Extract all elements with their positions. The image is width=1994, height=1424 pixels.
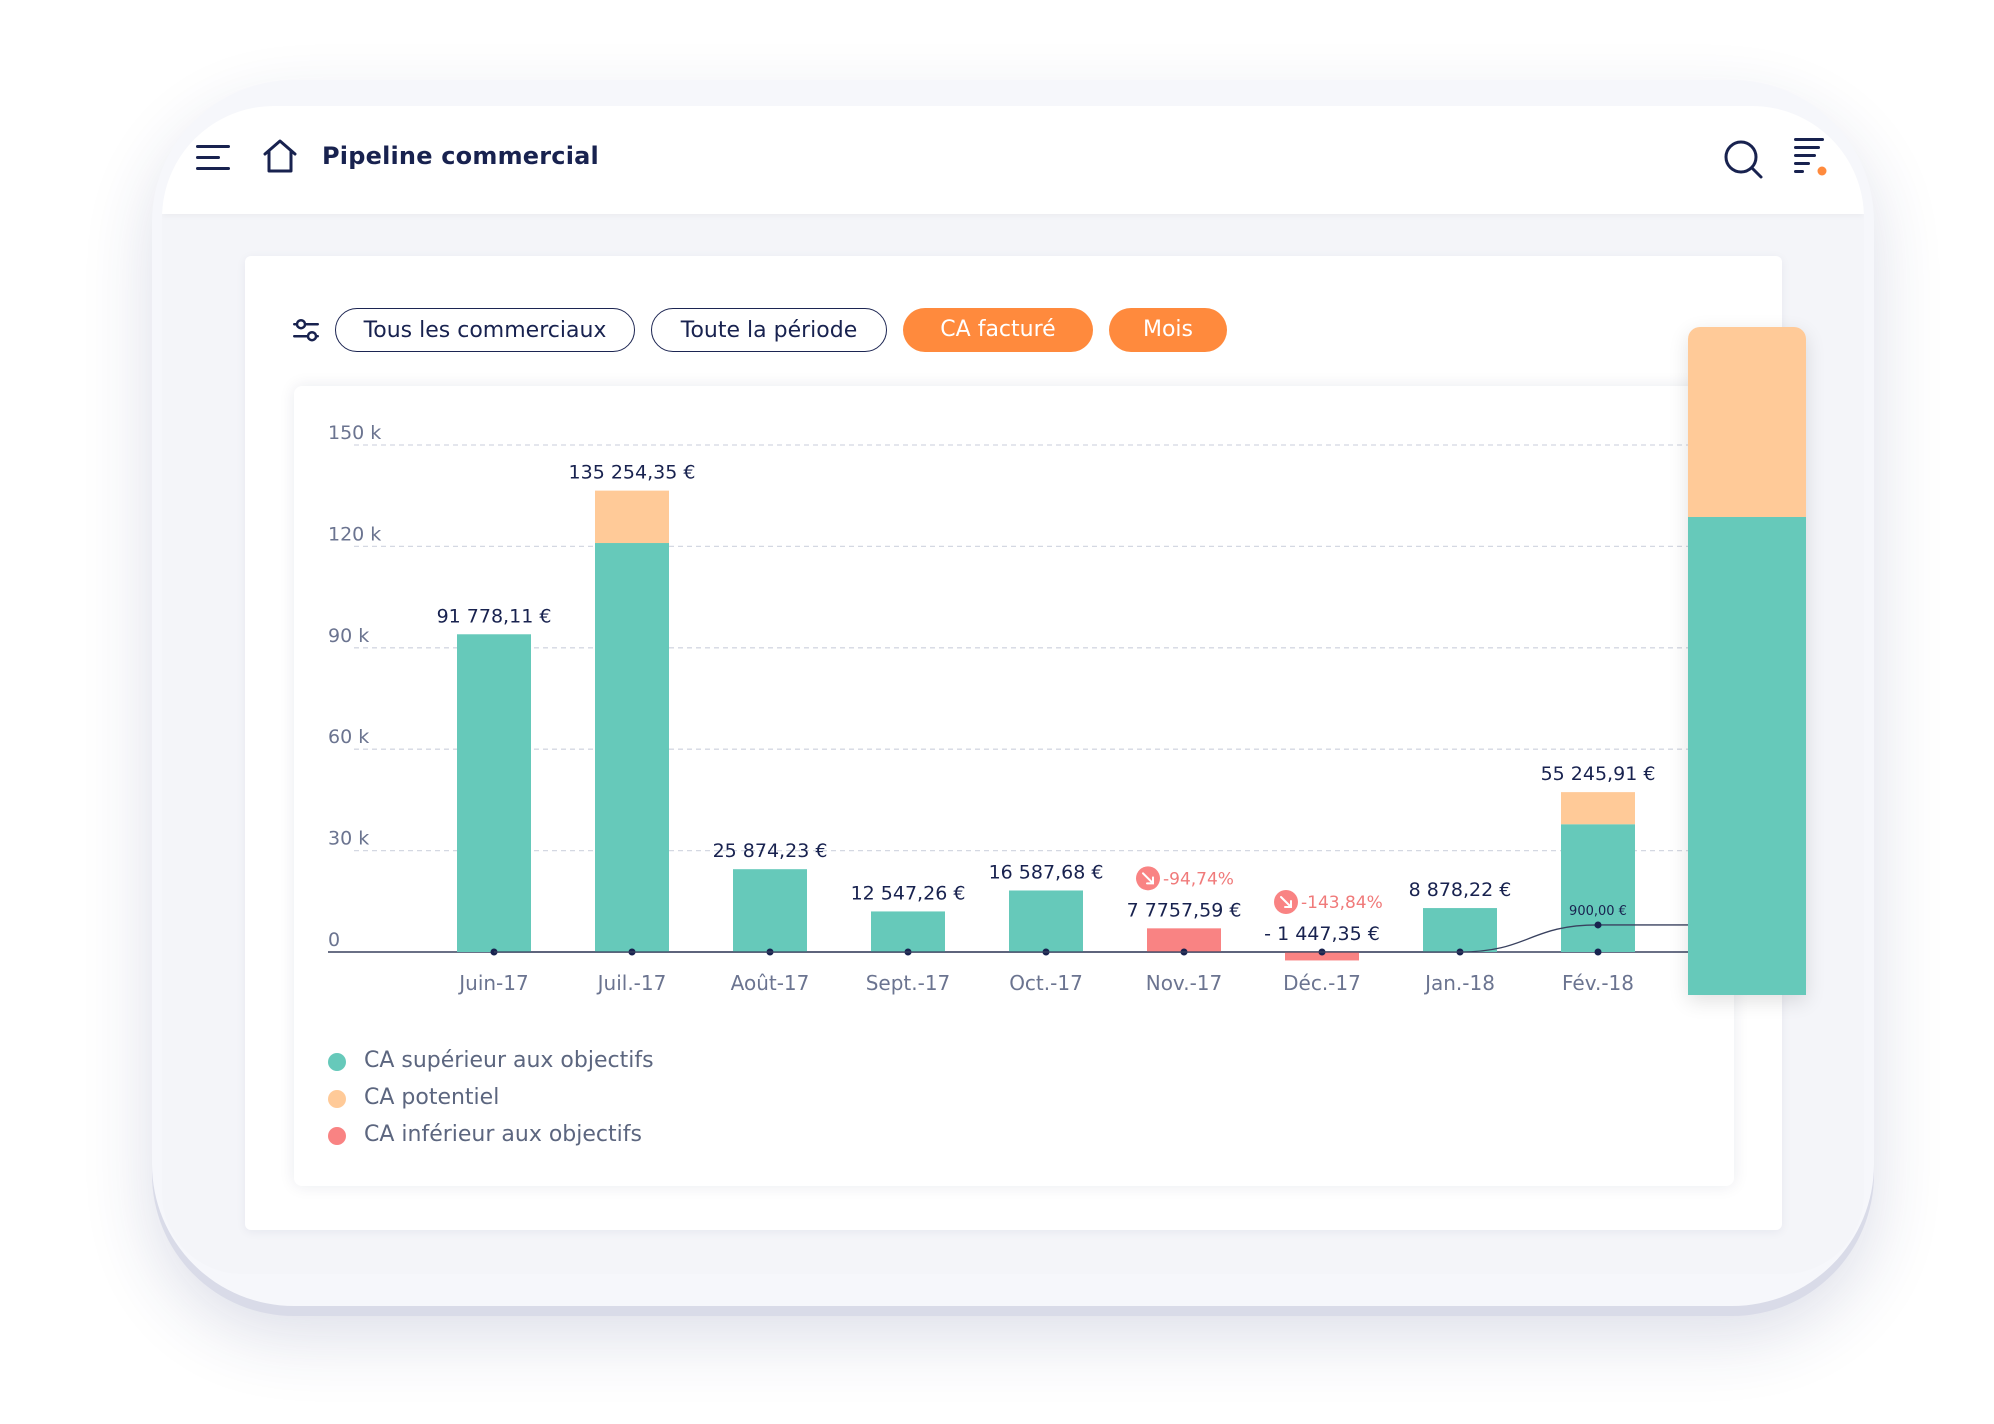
chart-panel: 150 k 120 k 90 k 60 k 30 k 0 Juin-17 91 778,11…	[294, 386, 1734, 1186]
objective-line	[493, 924, 1734, 953]
x-tick-label: Sept.-17	[866, 971, 951, 995]
bar-above	[733, 869, 807, 952]
y-tick-label: 60 k	[328, 726, 369, 748]
objective-label: 900,00 €	[1569, 904, 1627, 919]
bar-potential	[595, 490, 669, 544]
home-icon[interactable]	[260, 136, 300, 176]
bar-potential	[1561, 792, 1635, 825]
filter-list-icon[interactable]	[1794, 136, 1830, 178]
legend-item-above[interactable]: CA supérieur aux objectifs	[328, 1048, 728, 1076]
legend-label-above: CA supérieur aux objectifs	[364, 1048, 654, 1073]
trend-down-arrow	[1142, 872, 1154, 885]
y-tick-label: 30 k	[328, 828, 369, 850]
page-title: Pipeline commercial	[322, 142, 599, 170]
top-bar: Pipeline commercial	[162, 106, 1864, 214]
metric-filter-button[interactable]: CA facturé	[903, 308, 1093, 352]
data-label: 55 245,91 €	[1541, 763, 1656, 785]
legend-item-potential[interactable]: CA potentiel	[328, 1085, 728, 1113]
sliders-icon[interactable]	[293, 318, 323, 344]
dashboard-card: Tous les commerciaux Toute la période CA…	[245, 256, 1782, 1230]
legend-label-below: CA inférieur aux objectifs	[364, 1122, 642, 1147]
bar-above	[1561, 824, 1635, 952]
period-filter-button[interactable]: Toute la période	[651, 308, 887, 352]
search-icon[interactable]	[1722, 138, 1764, 180]
hamburger-icon[interactable]	[196, 144, 232, 172]
bar-above	[1423, 908, 1497, 952]
bar-below	[1285, 952, 1359, 961]
delta-badge: -143,84%	[1274, 890, 1383, 914]
highlighted-bar-overlay	[1688, 327, 1806, 995]
bar-above	[595, 543, 669, 952]
bar-below	[1147, 928, 1221, 952]
data-label: - 1 447,35 €	[1264, 923, 1380, 945]
objective-point	[1594, 921, 1602, 929]
x-tick-label: Oct.-17	[1009, 971, 1083, 995]
legend-label-potential: CA potentiel	[364, 1085, 500, 1110]
data-label: 25 874,23 €	[713, 840, 828, 862]
highlighted-bar-above	[1688, 517, 1806, 995]
data-label: 91 778,11 €	[437, 605, 552, 627]
delta-badge: -94,74%	[1136, 866, 1234, 891]
legend-dot-potential	[328, 1090, 346, 1108]
y-tick-label: 150 k	[328, 422, 381, 444]
objective-point	[1594, 948, 1602, 956]
data-label: 16 587,68 €	[989, 861, 1104, 883]
x-tick-label: Nov.-17	[1146, 971, 1223, 995]
data-label: 135 254,35 €	[569, 462, 696, 484]
y-tick-label: 90 k	[328, 625, 369, 647]
data-label: 7 7757,59 €	[1127, 899, 1242, 921]
x-tick-label: Fév.-18	[1562, 971, 1634, 995]
legend-dot-above	[328, 1053, 346, 1071]
x-tick-label: Juil.-17	[596, 971, 667, 995]
app-screen: Pipeline commercial	[162, 106, 1864, 1274]
sales-filter-button[interactable]: Tous les commerciaux	[335, 308, 635, 352]
data-label: 8 878,22 €	[1409, 879, 1512, 901]
y-tick-label: 120 k	[328, 523, 381, 545]
trend-down-arrow	[1280, 896, 1292, 908]
bar-above	[871, 911, 945, 952]
revenue-bar-chart: 150 k 120 k 90 k 60 k 30 k 0 Juin-17 91 778,11…	[328, 422, 1734, 995]
granularity-filter-button[interactable]: Mois	[1109, 308, 1227, 352]
delta-label: -94,74%	[1163, 869, 1234, 889]
legend-item-below[interactable]: CA inférieur aux objectifs	[328, 1122, 728, 1150]
y-tick-label: 0	[328, 929, 340, 951]
x-tick-label: Juin-17	[457, 971, 528, 995]
x-tick-label: Déc.-17	[1283, 971, 1361, 995]
bar-above	[457, 634, 531, 952]
bar-above	[1009, 890, 1083, 952]
delta-label: -143,84%	[1301, 893, 1383, 913]
legend-dot-below	[328, 1127, 346, 1145]
data-label: 12 547,26 €	[851, 882, 966, 904]
x-tick-label: Jan.-18	[1423, 971, 1495, 995]
x-tick-label: Août-17	[731, 971, 810, 995]
highlighted-bar-potential	[1688, 327, 1806, 517]
